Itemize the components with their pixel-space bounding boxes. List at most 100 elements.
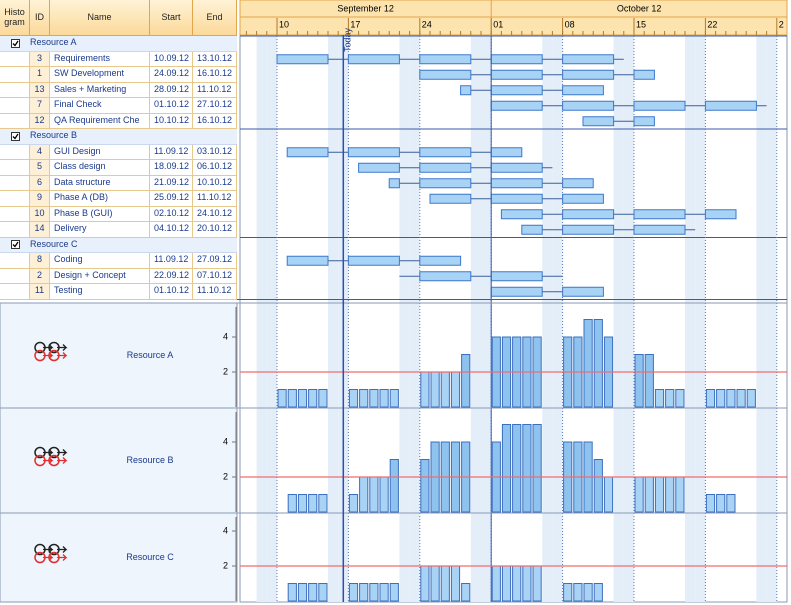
day-label: 24 (422, 19, 432, 29)
month-label: September 12 (337, 3, 394, 13)
load-bar (563, 583, 573, 602)
task-id: 4 (30, 144, 50, 160)
task-start: 04.10.12 (150, 222, 193, 238)
task-bar (419, 255, 462, 266)
task-bar (582, 116, 615, 127)
task-end: 16.10.12 (193, 67, 237, 83)
histogram-checkbox[interactable] (11, 131, 20, 141)
load-bar (450, 565, 461, 602)
column-header: Histo gram (0, 0, 30, 36)
row-spacer (0, 98, 30, 114)
load-bar (389, 583, 399, 602)
task-bar (562, 193, 604, 204)
load-bar (675, 389, 685, 408)
load-bar (603, 476, 614, 513)
task-name: Final Check (50, 98, 150, 114)
load-bar (501, 424, 512, 513)
row-spacer (0, 51, 30, 67)
load-bar (287, 583, 297, 602)
load-bar (420, 371, 430, 408)
task-id: 2 (30, 268, 50, 284)
load-bar (746, 389, 756, 408)
load-bar (461, 354, 471, 408)
weekend-stripe (399, 36, 410, 602)
task-bar (419, 54, 472, 65)
load-bar (593, 583, 603, 602)
task-end: 16.10.12 (193, 113, 237, 129)
load-bar (705, 494, 716, 513)
load-bar (420, 459, 430, 513)
task-id: 13 (30, 82, 50, 98)
task-start: 10.09.12 (150, 51, 193, 67)
resource-icon-arrow (57, 352, 68, 359)
load-bar (512, 565, 522, 602)
load-bar (461, 583, 471, 602)
load-bar (705, 389, 716, 408)
task-bar (286, 147, 329, 158)
task-start: 21.09.12 (150, 175, 193, 191)
load-bar (369, 583, 379, 602)
resource-icon-arrow (57, 457, 68, 464)
column-header: ID (30, 0, 50, 36)
weekend-stripe (766, 36, 777, 602)
row-spacer (0, 222, 30, 238)
row-spacer (0, 284, 30, 300)
resource-icon-arrow (57, 344, 68, 351)
resource-icon-arrow (57, 554, 68, 561)
load-bar (359, 583, 369, 602)
load-bar (491, 565, 501, 602)
load-bar (736, 389, 746, 408)
task-end: 24.10.12 (193, 206, 237, 222)
row-spacer (0, 206, 30, 222)
load-bar (430, 565, 440, 602)
task-end: 27.09.12 (193, 253, 237, 269)
resource-label: Resource A (127, 350, 174, 360)
task-bar (419, 178, 472, 189)
load-bar (522, 565, 532, 602)
task-bar (704, 209, 737, 220)
task-bar (490, 178, 543, 189)
weekend-stripe (409, 36, 420, 602)
check-mark (12, 40, 19, 47)
y-tick-label: 4 (223, 331, 228, 341)
task-name: Delivery (50, 222, 150, 238)
task-start: 10.10.12 (150, 113, 193, 129)
task-bar (490, 193, 543, 204)
weekend-stripe (470, 36, 481, 602)
task-start: 18.09.12 (150, 160, 193, 176)
task-bar (347, 255, 400, 266)
task-bar (562, 85, 604, 96)
task-bar (388, 178, 400, 189)
task-id: 11 (30, 284, 50, 300)
task-name: Coding (50, 253, 150, 269)
load-bar (348, 494, 359, 513)
task-end: 06.10.12 (193, 160, 237, 176)
weekend-stripe (481, 36, 492, 602)
group-name: Resource A (30, 37, 77, 48)
weekend-stripe (695, 36, 706, 602)
task-start: 25.09.12 (150, 191, 193, 207)
day-label: 08 (565, 19, 575, 29)
task-bar (562, 224, 615, 235)
histogram-checkbox[interactable] (11, 240, 20, 250)
y-tick-label: 2 (223, 560, 228, 570)
task-name: Phase A (DB) (50, 191, 150, 207)
load-bar (644, 476, 654, 513)
task-bar (490, 54, 543, 65)
task-bar (562, 178, 594, 189)
group-row: Resource A (0, 36, 237, 52)
task-bar (500, 209, 543, 220)
load-bar (379, 476, 389, 513)
task-id: 1 (30, 67, 50, 83)
weekend-stripe (623, 36, 634, 602)
task-id: 5 (30, 160, 50, 176)
column-header: End (193, 0, 237, 36)
task-end: 11.10.12 (193, 284, 237, 300)
day-label: 01 (493, 19, 503, 29)
task-bar (562, 209, 615, 220)
weekend-stripe (685, 36, 696, 602)
task-bar (704, 100, 757, 111)
load-bar (726, 389, 736, 408)
histogram-checkbox[interactable] (11, 38, 20, 48)
